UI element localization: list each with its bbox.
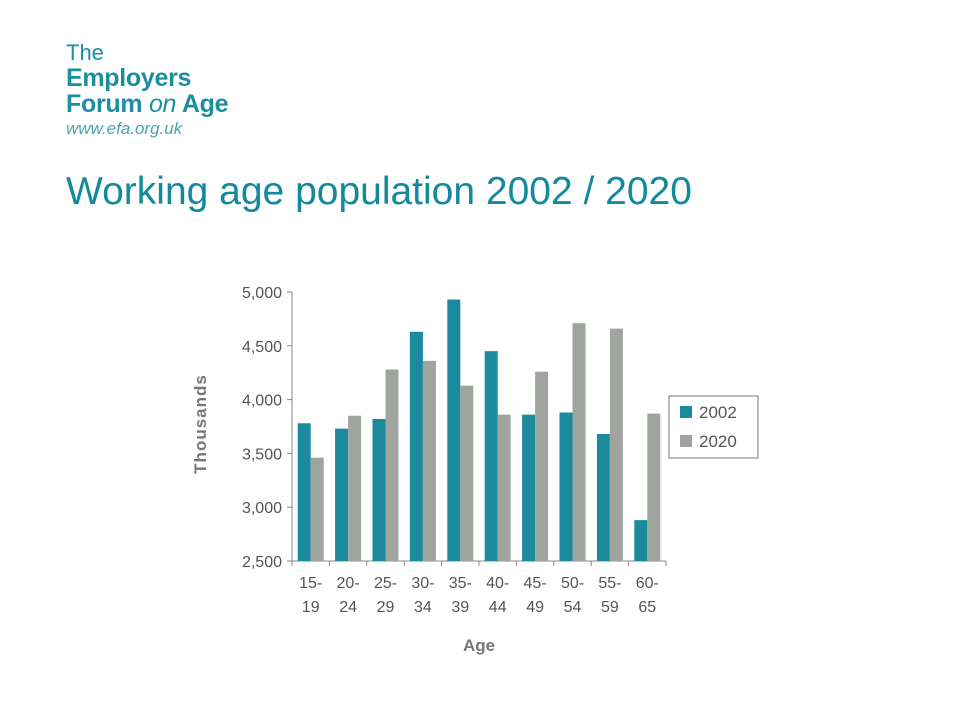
x-tick-label: 30- [411,575,434,592]
logo-line-forum-on-age: Forum on Age [66,90,229,118]
y-tick-label: 4,500 [242,339,282,356]
logo-word-on: on [148,90,177,118]
logo-line-employers: Employers [66,64,192,92]
bar-2020-55-59 [609,328,623,561]
x-tick-label: 15- [299,575,322,592]
bar-2020-25-29 [385,369,399,561]
logo-line-the: The [66,40,104,65]
bar-2002-30-34 [409,331,423,561]
bar-2002-35-39 [447,299,461,561]
x-tick-label: 24 [339,599,357,616]
x-tick-label: 29 [377,599,395,616]
x-tick-label: 55- [598,575,621,592]
bar-2020-35-39 [460,385,474,561]
y-axis-title: Thousands [191,374,210,474]
x-tick-label: 20- [337,575,360,592]
y-tick-label: 3,000 [242,500,282,517]
legend-label-2002: 2002 [699,403,737,422]
legend-swatch-2020 [680,435,692,447]
bar-2020-40-44 [497,414,511,561]
x-tick-label: 45- [524,575,547,592]
bar-2002-55-59 [596,434,610,561]
bar-2020-30-34 [422,360,436,561]
page-title: Working age population 2002 / 2020 [66,170,692,213]
x-tick-label: 39 [451,599,469,616]
x-tick-label: 19 [302,599,320,616]
bar-2002-60-65 [634,520,648,561]
bar-2002-50-54 [559,412,573,561]
x-tick-label: 44 [489,599,507,616]
x-axis-title: Age [463,636,495,655]
x-tick-label: 25- [374,575,397,592]
logo: The Employers Forum on Age www.efa.org.u… [66,40,229,138]
y-tick-label: 5,000 [242,285,282,302]
logo-word-age: Age [181,90,229,118]
x-tick-label: 60- [636,575,659,592]
x-tick-label: 49 [526,599,544,616]
y-tick-label: 3,500 [242,446,282,463]
bar-2002-45-49 [522,414,536,561]
bar-2002-20-24 [335,428,349,561]
y-tick-label: 2,500 [242,554,282,571]
x-tick-label: 54 [564,599,582,616]
x-tick-label: 35- [449,575,472,592]
logo-url: www.efa.org.uk [66,119,183,138]
x-tick-label: 59 [601,599,619,616]
x-tick-label: 40- [486,575,509,592]
legend-swatch-2002 [680,406,692,418]
bar-2002-15-19 [297,423,311,561]
x-tick-label: 34 [414,599,432,616]
y-tick-label: 4,000 [242,393,282,410]
bar-2020-50-54 [572,323,586,561]
bar-2002-25-29 [372,418,386,561]
bar-2020-20-24 [348,415,362,561]
x-tick-label: 50- [561,575,584,592]
x-tick-label: 65 [638,599,656,616]
bar-2002-40-44 [484,351,498,561]
bar-2020-60-65 [647,413,661,561]
bar-2020-15-19 [310,457,324,561]
logo-word-forum: Forum [66,90,143,118]
legend-label-2020: 2020 [699,432,737,451]
bar-2020-45-49 [535,371,549,561]
